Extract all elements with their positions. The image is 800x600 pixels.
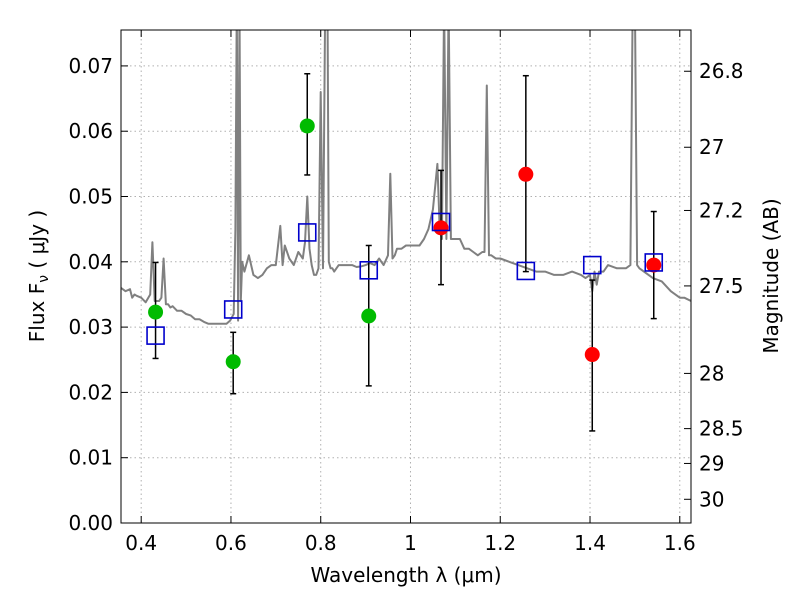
y-tick-label: 0.00 [68, 511, 113, 535]
x-tick-label: 1 [404, 531, 417, 555]
right-tick-label: 27.5 [699, 274, 744, 298]
blue-square-point [146, 326, 165, 345]
green-circle-point [299, 118, 315, 134]
right-tick-label: 27.2 [699, 198, 744, 222]
x-tick-label: 1.2 [484, 531, 516, 555]
plot-frame [120, 29, 692, 524]
right-tick-label: 26.8 [699, 59, 744, 83]
model-sed [121, 30, 691, 325]
data-markers [146, 118, 664, 370]
green-circle-point [361, 308, 377, 324]
y-axis-title-main: Flux F [25, 283, 49, 342]
blue-square-point [431, 212, 451, 232]
y-tick-label: 0.04 [68, 250, 113, 274]
x-tick-label: 0.8 [305, 531, 337, 555]
right-tick-label: 29 [699, 451, 724, 475]
ticks [121, 30, 691, 524]
green-circle-point [148, 304, 164, 320]
y-tick-label: 0.07 [68, 54, 113, 78]
right-tick-label: 28 [699, 361, 724, 385]
blue-square-point [644, 253, 664, 272]
y-tick-label: 0.02 [68, 380, 113, 404]
red-circle-point [646, 257, 662, 273]
y-tick-label: 0.01 [68, 446, 113, 470]
y-axis-title: Flux Fν ( μJy ) [25, 210, 52, 342]
blue-square-point [359, 260, 379, 280]
red-circle-point [584, 347, 600, 363]
right-tick-label: 30 [699, 487, 724, 511]
svg-text:Flux Fν ( μJy ): Flux Fν ( μJy ) [25, 210, 52, 342]
red-circle-point [518, 166, 534, 182]
x-tick-label: 1.4 [574, 531, 606, 555]
blue-square-point [516, 261, 536, 281]
right-axis-title: Magnitude (AB) [759, 198, 783, 353]
right-tick-label: 27 [699, 135, 724, 159]
green-circle-point [225, 354, 241, 370]
y-tick-label: 0.06 [68, 119, 113, 143]
x-tick-label: 0.4 [125, 531, 157, 555]
plot-background [121, 30, 691, 523]
x-tick-label: 0.6 [215, 531, 247, 555]
blue-square-point [297, 223, 317, 242]
red-circle-point [433, 220, 449, 236]
right-tick-label: 28.5 [699, 417, 744, 441]
y-axis-title-subscript: ν [36, 275, 52, 283]
blue-square-point [223, 300, 243, 319]
y-axis-title-unit: ( μJy ) [25, 210, 49, 275]
model-sed-line [121, 30, 691, 325]
blue-square-point [582, 255, 602, 275]
tick-labels: 0.4 0.6 0.8 1 1.2 1.4 1.6 0.00 0.01 0.02 0.03 0.04 0… [68, 54, 743, 555]
y-tick-label: 0.03 [68, 315, 113, 339]
y-tick-label: 0.05 [68, 185, 113, 209]
x-tick-label: 1.6 [664, 531, 696, 555]
x-axis-title: Wavelength λ (μm) [310, 563, 501, 587]
